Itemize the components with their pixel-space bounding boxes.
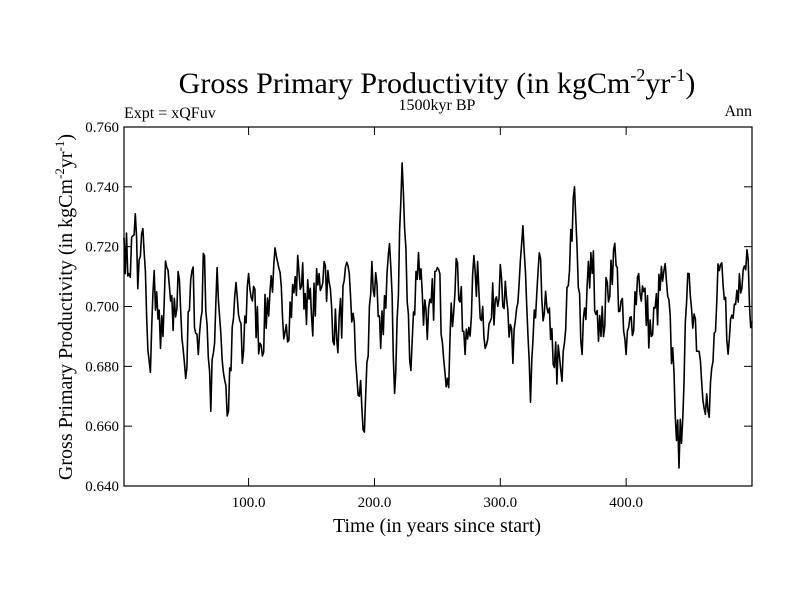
y-tick-label: 0.680 bbox=[85, 359, 119, 375]
experiment-label: Expt = xQFuv bbox=[124, 105, 216, 122]
x-axis-ticks: 100.0 200.0 300.0 400.0 bbox=[232, 127, 643, 511]
x-tick-label: 100.0 bbox=[232, 495, 266, 511]
chart-title: Gross Primary Productivity (in kgCm-2yr-… bbox=[179, 65, 696, 100]
y-tick-label: 0.660 bbox=[85, 419, 119, 435]
season-label: Ann bbox=[724, 103, 752, 120]
y-tick-label: 0.720 bbox=[85, 240, 119, 256]
x-tick-label: 200.0 bbox=[358, 495, 392, 511]
x-tick-label: 300.0 bbox=[483, 495, 517, 511]
x-axis-label: Time (in years since start) bbox=[333, 515, 541, 537]
period-label: 1500kyr BP bbox=[399, 97, 476, 114]
y-axis-ticks: 0.640 0.660 0.680 0.700 0.720 0.740 0.760 bbox=[85, 120, 752, 495]
x-tick-label: 400.0 bbox=[609, 495, 643, 511]
y-tick-label: 0.640 bbox=[85, 479, 119, 495]
y-axis-label: Gross Primary Productivity (in kgCm-2yr-… bbox=[52, 134, 77, 480]
y-tick-label: 0.760 bbox=[85, 120, 119, 136]
series-layer bbox=[123, 162, 753, 469]
y-tick-label: 0.740 bbox=[85, 180, 119, 196]
series-line-gpp bbox=[123, 162, 753, 469]
y-tick-label: 0.700 bbox=[85, 300, 119, 316]
